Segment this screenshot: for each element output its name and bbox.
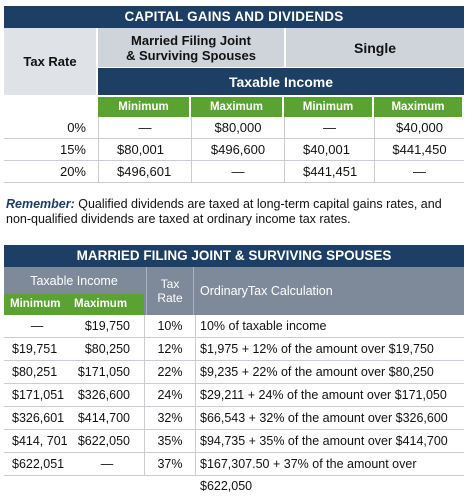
calc-cell: $1,975 + 12% of the amount over $19,750: [200, 342, 434, 356]
rate-cell: 15%: [59, 142, 86, 157]
mfj-minimum-header: Minimum: [98, 97, 189, 117]
remember-note: Remember: Qualified dividends are taxed …: [6, 197, 466, 227]
calc-cell: $167,307.50 + 37% of the amount over $62…: [200, 457, 417, 493]
single-min-cell: $441,451: [284, 161, 374, 182]
tax-rate-header: Tax Rate: [146, 267, 194, 315]
tax-rate-header: Tax Rate: [4, 28, 96, 95]
table-row: — $19,750 10% 10% of taxable income: [4, 315, 464, 338]
remember-text: Qualified dividends are taxed at long-te…: [6, 197, 442, 226]
calc-cell: $94,735 + 35% of the amount over $414,70…: [200, 434, 448, 448]
min-cell: —: [30, 319, 44, 333]
mfj-max-cell: $80,000: [191, 117, 284, 138]
rate-cell: 12%: [144, 338, 196, 360]
remember-label: Remember:: [6, 197, 75, 211]
capital-gains-table: CAPITAL GAINS AND DIVIDENDS Tax Rate Mar…: [4, 6, 464, 183]
capital-gains-header: Tax Rate Married Filing Joint & Survivin…: [4, 28, 464, 95]
max-cell: $80,250: [84, 342, 130, 356]
min-cell: $326,601: [12, 411, 65, 425]
ordinary-tax-header: Taxable Income Minimum Maximum Tax Rate …: [4, 267, 464, 315]
single-header: Single: [286, 28, 464, 67]
ordinary-tax-calc-header: OrdinaryTax Calculation: [200, 284, 333, 298]
table-row: 0% — $80,000 — $40,000: [4, 117, 464, 139]
table-row: $326,601 $414,700 32% $66,543 + 32% of t…: [4, 407, 464, 430]
taxable-income-header: Taxable Income: [30, 273, 118, 288]
minimum-header: Minimum: [4, 294, 70, 315]
max-cell: $19,750: [84, 319, 130, 333]
min-max-header: Minimum Maximum: [4, 294, 144, 315]
calc-cell: $29,211 + 24% of the amount over $171,05…: [200, 388, 447, 402]
single-min-cell: $40,001: [284, 139, 374, 160]
rate-cell: 22%: [144, 361, 196, 383]
single-minimum-header: Minimum: [284, 97, 372, 117]
mfj-min-cell: —: [98, 117, 191, 138]
rate-cell: 0%: [67, 120, 86, 135]
rate-cell: 20%: [59, 164, 86, 179]
mfj-min-cell: $496,601: [98, 161, 191, 182]
single-max-cell: —: [374, 161, 464, 182]
mfj-min-cell: $80,001: [98, 139, 191, 160]
mfj-header: Married Filing Joint & Surviving Spouses: [98, 28, 284, 67]
mfj-header-line2: & Surviving Spouses: [125, 47, 257, 63]
single-min-cell: —: [284, 117, 374, 138]
max-cell: —: [100, 457, 114, 471]
tax-rate-line2: Rate: [157, 291, 183, 305]
calc-cell: $9,235 + 22% of the amount over $80,250: [200, 365, 434, 379]
table-row: $622,051 — 37% $167,307.50 + 37% of the …: [4, 453, 464, 493]
max-cell: $326,600: [77, 388, 130, 402]
mfj-max-cell: —: [191, 161, 284, 182]
ordinary-tax-table: MARRIED FILING JOINT & SURVIVING SPOUSES…: [4, 245, 464, 493]
taxable-income-header: Taxable Income: [98, 68, 464, 95]
single-max-cell: $40,000: [374, 117, 464, 138]
rate-cell: 10%: [144, 315, 196, 337]
calc-cell: 10% of taxable income: [200, 319, 327, 333]
rate-cell: 24%: [144, 384, 196, 406]
min-cell: $19,751: [12, 342, 58, 356]
tax-rate-line1: Tax: [160, 277, 180, 291]
mfj-maximum-header: Maximum: [191, 97, 282, 117]
single-max-cell: $441,450: [374, 139, 464, 160]
table-row: $414, 701 $622,050 35% $94,735 + 35% of …: [4, 430, 464, 453]
table-row: $19,751 $80,250 12% $1,975 + 12% of the …: [4, 338, 464, 361]
maximum-header: Maximum: [70, 294, 144, 315]
min-cell: $414, 701: [12, 434, 68, 448]
rate-cell: 35%: [144, 430, 196, 452]
table-row: $80,251 $171,050 22% $9,235 + 22% of the…: [4, 361, 464, 384]
rate-cell: 37%: [144, 453, 196, 475]
sub-header-row: Minimum Maximum Minimum Maximum: [98, 97, 464, 117]
table-row: 15% $80,001 $496,600 $40,001 $441,450: [4, 139, 464, 161]
min-cell: $622,051: [12, 457, 65, 471]
rate-cell: 32%: [144, 407, 196, 429]
capital-gains-title: CAPITAL GAINS AND DIVIDENDS: [4, 6, 464, 28]
max-cell: $414,700: [77, 411, 130, 425]
calc-cell: $66,543 + 32% of the amount over $326,60…: [200, 411, 448, 425]
mfj-max-cell: $496,600: [191, 139, 284, 160]
table-row: 20% $496,601 — $441,451 —: [4, 161, 464, 183]
max-cell: $171,050: [77, 365, 130, 379]
ordinary-tax-title: MARRIED FILING JOINT & SURVIVING SPOUSES: [4, 245, 464, 267]
max-cell: $622,050: [77, 434, 130, 448]
min-cell: $171,051: [12, 388, 65, 402]
table-row: $171,051 $326,600 24% $29,211 + 24% of t…: [4, 384, 464, 407]
min-cell: $80,251: [12, 365, 58, 379]
mfj-header-line1: Married Filing Joint: [131, 32, 251, 48]
single-maximum-header: Maximum: [374, 97, 462, 117]
